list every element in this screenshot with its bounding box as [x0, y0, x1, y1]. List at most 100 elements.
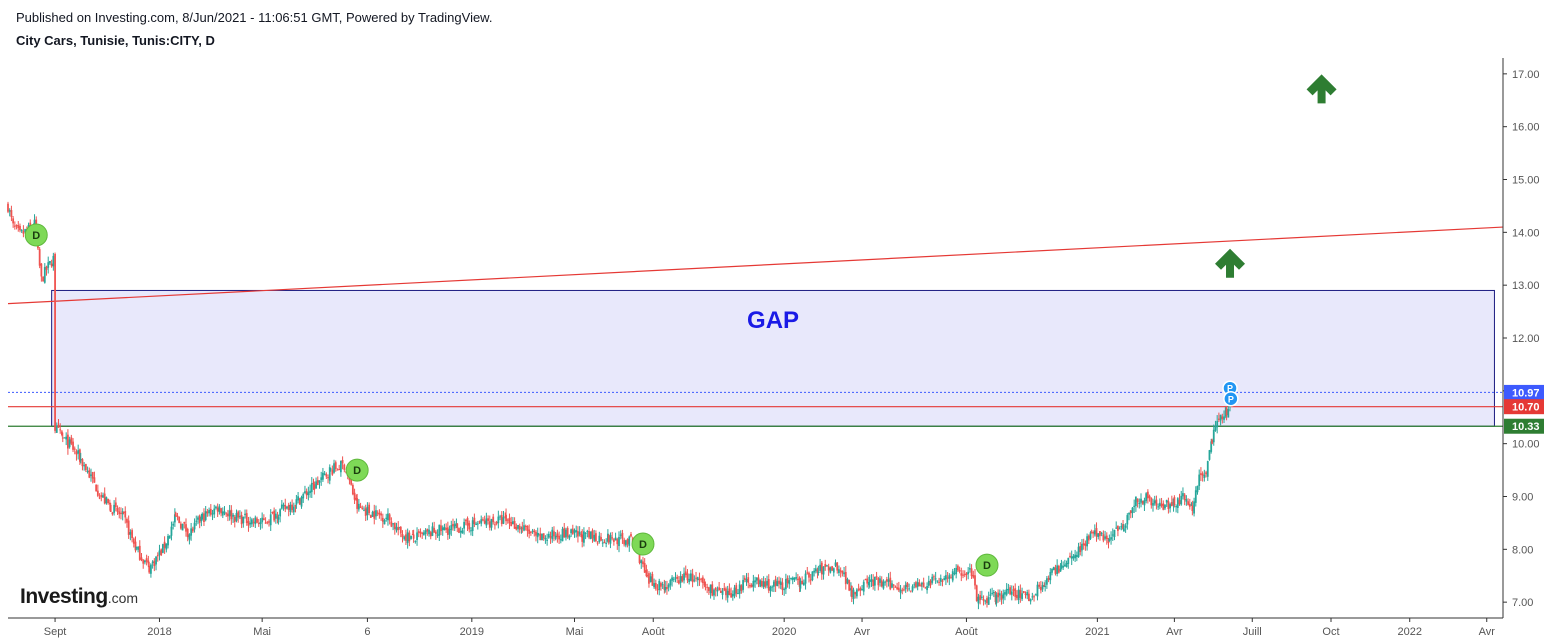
candle-body-301 — [506, 519, 509, 521]
candle-body-463 — [778, 580, 780, 584]
candle-body-65 — [114, 502, 117, 508]
candle-body-690 — [1157, 506, 1160, 508]
candle-body-381 — [640, 560, 643, 564]
candle-body-5 — [15, 225, 18, 227]
candle-body-307 — [517, 525, 519, 529]
candle-body-668 — [1120, 526, 1123, 528]
candle-body-276 — [464, 520, 467, 522]
candle-body-425 — [713, 589, 715, 596]
candle-body-190 — [322, 472, 324, 480]
candle-body-76 — [132, 538, 135, 544]
candle-body-154 — [262, 518, 265, 521]
candle-body-414 — [695, 577, 697, 579]
candle-body-165 — [280, 504, 283, 509]
candle-body-49 — [88, 470, 91, 478]
candle-body-437 — [733, 587, 736, 596]
candle-body-144 — [245, 513, 248, 524]
candle-body-393 — [660, 583, 662, 587]
candle-body-510 — [856, 589, 858, 597]
candle-body-726 — [1216, 421, 1219, 428]
y-tick-label-10: 17.00 — [1512, 69, 1540, 81]
candle-body-182 — [309, 490, 311, 494]
candle-body-365 — [612, 539, 615, 542]
candle-body-67 — [118, 511, 121, 515]
candle-body-517 — [867, 581, 870, 586]
candle-body-297 — [500, 515, 503, 525]
candle-body-47 — [84, 463, 87, 471]
candle-body-618 — [1038, 584, 1041, 587]
candle-body-406 — [681, 575, 684, 582]
candle-body-549 — [921, 582, 923, 585]
candle-body-202 — [341, 460, 344, 464]
level-badge-1 — [1504, 399, 1544, 415]
candle-body-52 — [93, 477, 96, 483]
candle-body-51 — [91, 472, 94, 479]
candle-body-147 — [250, 519, 253, 525]
candle-body-157 — [268, 521, 270, 523]
candle-body-223 — [376, 512, 379, 514]
candle-body-257 — [433, 527, 436, 533]
candle-body-410 — [688, 578, 691, 583]
candle-body-271 — [456, 523, 459, 528]
candle-body-170 — [289, 504, 292, 512]
candle-body-531 — [891, 583, 893, 588]
candle-body-388 — [651, 574, 654, 586]
candle-body-127 — [216, 507, 219, 512]
candle-body-81 — [140, 557, 143, 561]
candle-body-178 — [302, 493, 305, 499]
candle-body-13 — [29, 222, 32, 227]
candle-body-439 — [737, 592, 739, 594]
candle-body-708 — [1187, 501, 1189, 505]
candle-body-625 — [1049, 571, 1052, 581]
candle-body-71 — [124, 510, 127, 518]
candle-body-94 — [161, 544, 164, 553]
candle-body-661 — [1108, 538, 1111, 542]
candle-body-99 — [170, 526, 173, 536]
candle-body-191 — [323, 473, 326, 475]
candle-body-409 — [686, 573, 689, 581]
candle-body-385 — [646, 575, 649, 577]
y-tick-label-1: 8.00 — [1512, 544, 1533, 556]
candle-body-48 — [86, 471, 89, 473]
candle-body-631 — [1059, 568, 1062, 572]
candle-body-503 — [844, 571, 847, 585]
candle-body-710 — [1190, 504, 1193, 506]
candle-body-543 — [911, 586, 914, 591]
candle-body-164 — [279, 509, 282, 517]
y-tick-label-0: 7.00 — [1512, 597, 1533, 609]
candle-body-434 — [728, 588, 731, 596]
candle-body-196 — [331, 469, 334, 475]
candle-body-45 — [81, 459, 84, 467]
candle-body-615 — [1033, 596, 1035, 598]
candle-body-429 — [719, 590, 722, 593]
candle-body-249 — [419, 531, 422, 534]
candle-body-560 — [939, 578, 942, 582]
level-badge-label-0: 10.97 — [1512, 387, 1540, 399]
candle-body-593 — [995, 594, 998, 604]
candle-body-587 — [986, 598, 988, 604]
candle-body-380 — [638, 547, 641, 563]
candle-body-700 — [1173, 497, 1176, 506]
candle-body-130 — [221, 511, 224, 516]
candle-body-412 — [691, 573, 694, 583]
candle-body-143 — [244, 513, 246, 515]
x-tick-label-13: Oct — [1322, 626, 1339, 638]
candle-body-542 — [909, 590, 912, 592]
candle-body-187 — [316, 479, 319, 485]
candle-body-398 — [667, 584, 670, 588]
candle-body-347 — [583, 531, 585, 543]
candle-body-375 — [630, 534, 632, 537]
candle-body-92 — [158, 550, 161, 556]
candle-body-643 — [1079, 545, 1082, 553]
candle-body-41 — [75, 451, 78, 455]
candle-body-597 — [1002, 593, 1005, 599]
candle-body-155 — [264, 522, 267, 524]
candle-body-689 — [1155, 499, 1158, 506]
candle-body-145 — [247, 521, 250, 526]
candle-body-360 — [605, 543, 608, 545]
candle-body-575 — [965, 573, 968, 576]
levels-layer — [7, 226, 1504, 427]
candle-body-6 — [17, 225, 20, 229]
candle-body-367 — [616, 539, 619, 545]
